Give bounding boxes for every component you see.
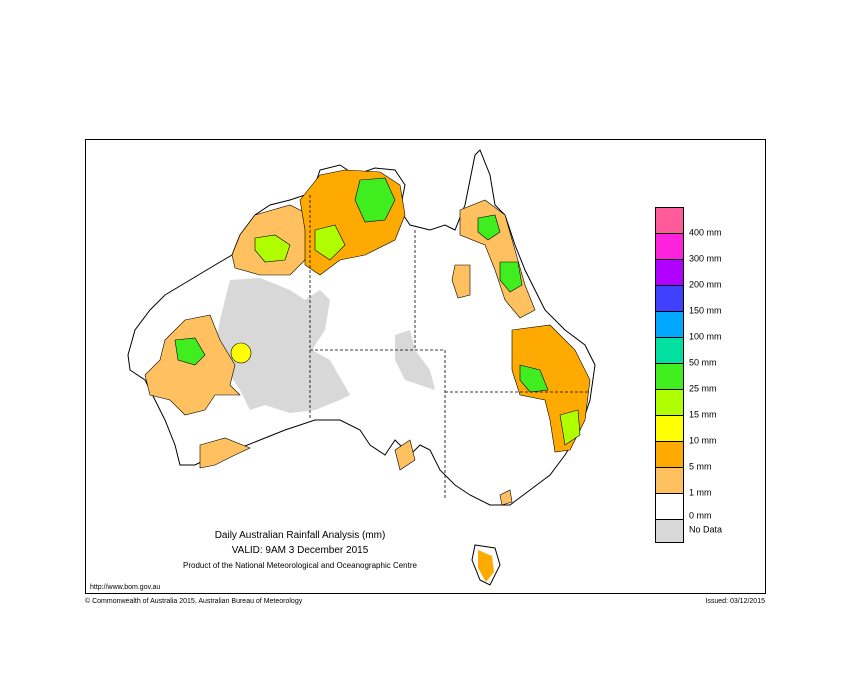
- issued-date: Issued: 03/12/2015: [705, 598, 765, 605]
- source-url: http://www.bom.gov.au: [90, 584, 160, 591]
- valid-time: VALID: 9AM 3 December 2015: [232, 545, 369, 556]
- legend-label: 200 mm: [689, 279, 722, 289]
- legend-swatch: [655, 441, 684, 468]
- legend-swatch: [655, 519, 684, 543]
- legend-label: 100 mm: [689, 331, 722, 341]
- legend-swatch: [655, 337, 684, 364]
- legend: 400 mm 300 mm 200 mm 150 mm 100 mm 50 mm 25 mm…: [655, 207, 722, 543]
- legend-label: 1 mm: [689, 487, 712, 497]
- legend-swatch: [655, 285, 684, 312]
- copyright: © Commonwealth of Australia 2015, Austra…: [85, 597, 303, 605]
- legend-label: 10 mm: [689, 435, 717, 445]
- legend-label: 50 mm: [689, 357, 717, 367]
- legend-label: 300 mm: [689, 253, 722, 263]
- legend-label: 15 mm: [689, 409, 717, 419]
- legend-swatch: [655, 389, 684, 416]
- legend-swatch: [655, 207, 684, 234]
- legend-swatch: [655, 415, 684, 442]
- legend-label: 400 mm: [689, 227, 722, 237]
- legend-swatch: [655, 467, 684, 494]
- legend-swatch: [655, 233, 684, 260]
- legend-swatch: [655, 493, 684, 520]
- legend-label: No Data: [689, 524, 722, 534]
- legend-swatch: [655, 311, 684, 338]
- legend-swatch: [655, 363, 684, 390]
- legend-label: 0 mm: [689, 510, 712, 520]
- legend-swatch: [655, 259, 684, 286]
- australia: [127, 149, 596, 586]
- legend-label: 5 mm: [689, 461, 712, 471]
- map-title: Daily Australian Rainfall Analysis (mm): [215, 530, 386, 541]
- legend-label: 150 mm: [689, 305, 722, 315]
- product-line: Product of the National Meteorological a…: [183, 561, 417, 570]
- legend-label: 25 mm: [689, 383, 717, 393]
